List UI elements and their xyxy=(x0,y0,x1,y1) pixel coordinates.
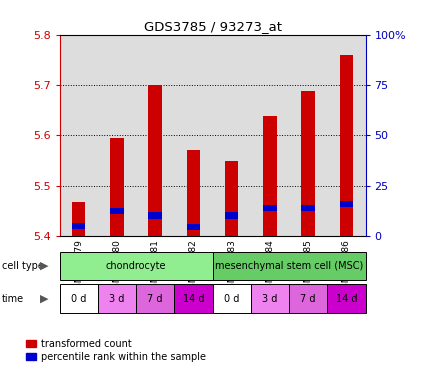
Bar xyxy=(289,35,327,236)
Text: 3 d: 3 d xyxy=(262,293,278,304)
Bar xyxy=(301,91,315,236)
Text: 7 d: 7 d xyxy=(300,293,316,304)
Bar xyxy=(263,205,277,211)
Bar xyxy=(212,284,251,313)
Bar xyxy=(174,284,212,313)
Title: GDS3785 / 93273_at: GDS3785 / 93273_at xyxy=(144,20,281,33)
Bar xyxy=(289,284,327,313)
Bar xyxy=(110,209,124,215)
Bar xyxy=(187,223,200,230)
Text: 0 d: 0 d xyxy=(71,293,86,304)
Text: 7 d: 7 d xyxy=(147,293,163,304)
Bar xyxy=(327,284,366,313)
Text: ▶: ▶ xyxy=(40,293,49,304)
Bar xyxy=(148,85,162,236)
Bar xyxy=(110,138,124,236)
Text: 14 d: 14 d xyxy=(183,293,204,304)
Text: mesenchymal stem cell (MSC): mesenchymal stem cell (MSC) xyxy=(215,261,363,271)
Text: chondrocyte: chondrocyte xyxy=(106,261,166,271)
Text: 0 d: 0 d xyxy=(224,293,239,304)
Bar xyxy=(174,35,212,236)
Bar xyxy=(340,55,353,236)
Text: ▶: ▶ xyxy=(40,261,49,271)
Bar xyxy=(263,116,277,236)
Bar xyxy=(60,252,212,280)
Bar xyxy=(251,284,289,313)
Bar xyxy=(212,252,366,280)
Bar xyxy=(60,284,98,313)
Bar xyxy=(72,223,85,228)
Bar xyxy=(72,202,85,236)
Bar xyxy=(251,35,289,236)
Bar xyxy=(136,35,174,236)
Text: 14 d: 14 d xyxy=(336,293,357,304)
Bar xyxy=(340,201,353,207)
Text: time: time xyxy=(2,293,24,304)
Text: cell type: cell type xyxy=(2,261,44,271)
Bar xyxy=(60,35,98,236)
Text: 3 d: 3 d xyxy=(109,293,125,304)
Bar xyxy=(136,284,174,313)
Bar xyxy=(98,284,136,313)
Bar xyxy=(98,35,136,236)
Bar xyxy=(212,35,251,236)
Bar xyxy=(225,212,238,218)
Bar xyxy=(148,212,162,218)
Bar xyxy=(225,161,238,236)
Bar xyxy=(327,35,366,236)
Bar xyxy=(301,205,315,211)
Bar xyxy=(187,151,200,236)
Legend: transformed count, percentile rank within the sample: transformed count, percentile rank withi… xyxy=(26,339,206,362)
